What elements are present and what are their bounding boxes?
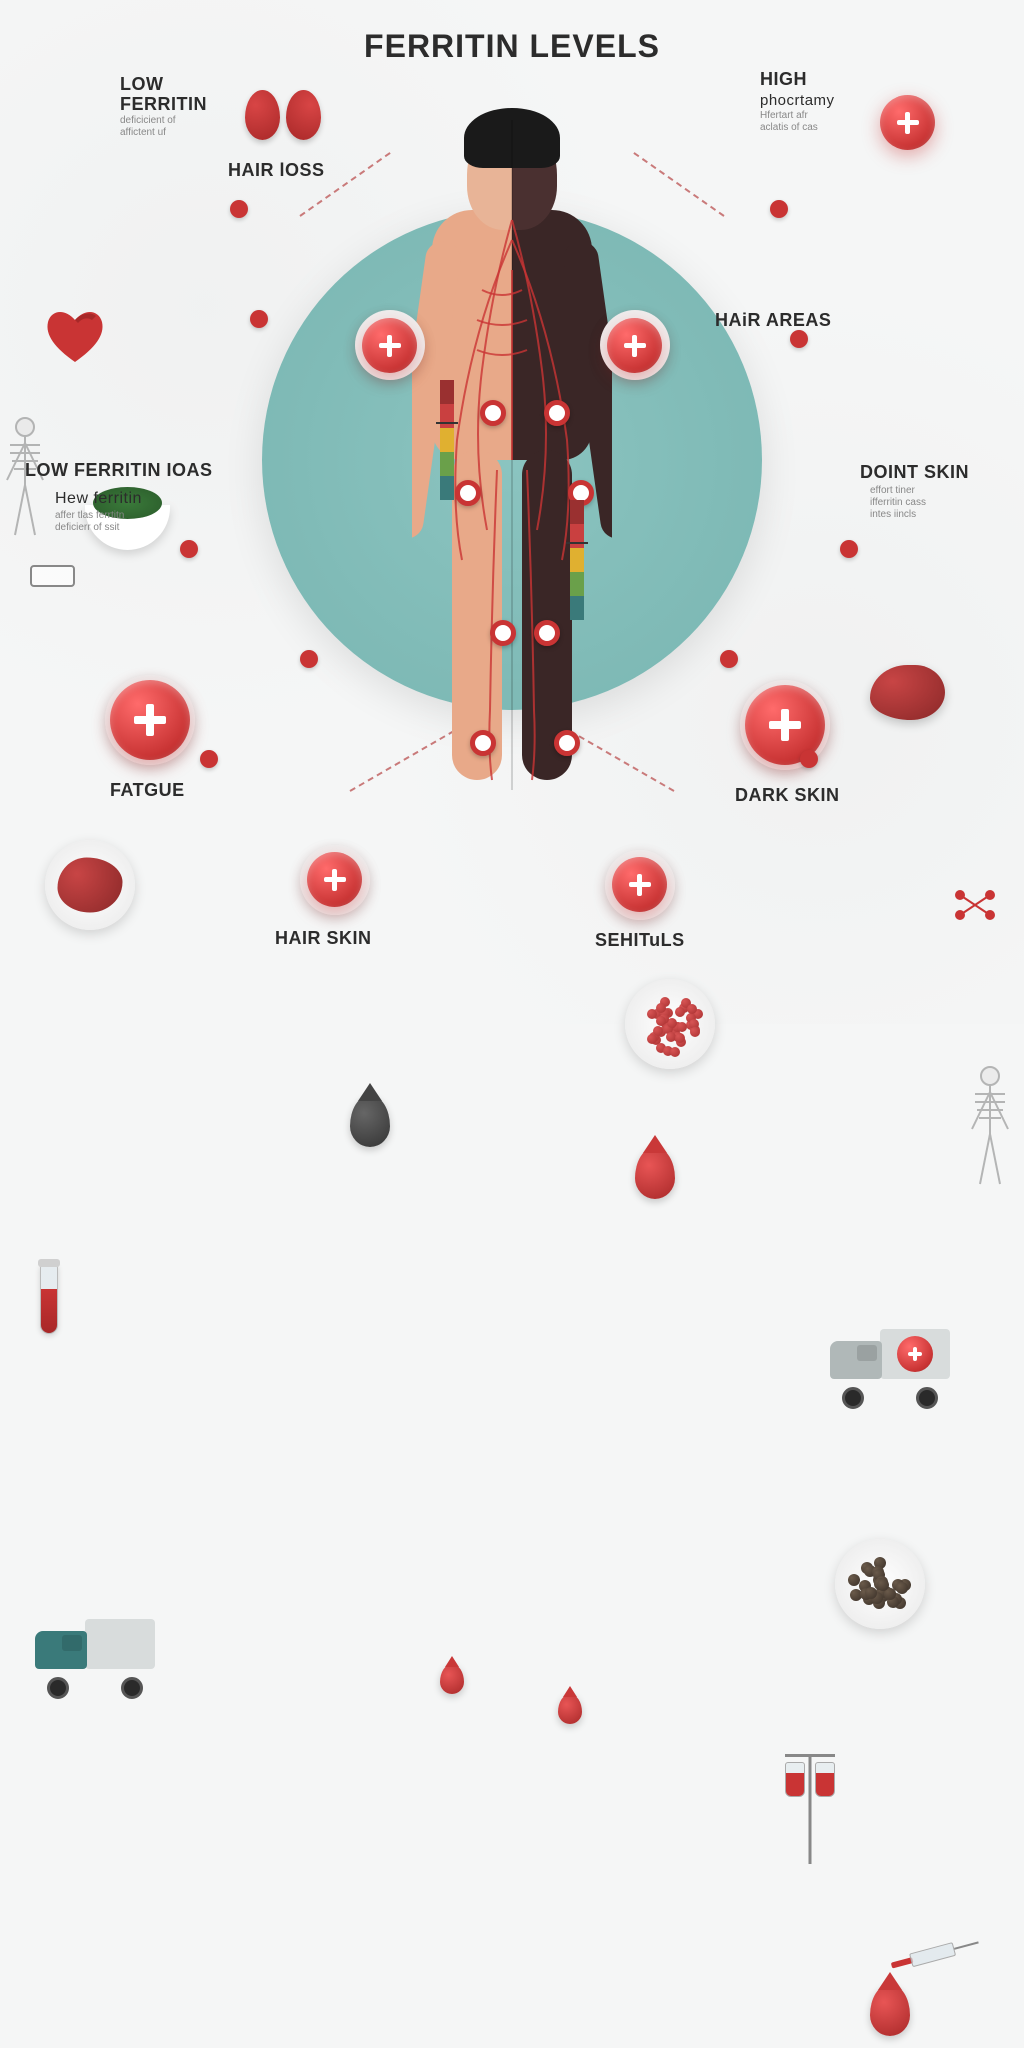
molecule-icon [950, 885, 1000, 930]
sublabel-low: deficicient ofaffictent uf [120, 115, 200, 139]
med-cross-icon [362, 318, 417, 373]
label-dark-skin: DARK SKIN [735, 785, 840, 806]
label-hair-loss: HAIR lOSS [228, 160, 325, 181]
blood-tube-icon [40, 1264, 58, 1334]
med-cross-icon [880, 95, 935, 150]
liver-icon [870, 665, 945, 720]
label-hair-skin: HAIR SKIN [275, 928, 372, 949]
blood-drop-icon [870, 1984, 910, 2036]
label-doint-skin: DOINT SKIN [860, 462, 969, 483]
body-left-half [412, 90, 512, 790]
kidney-icon [245, 90, 321, 145]
blood-drop-icon [635, 1147, 675, 1199]
sublabel-high: Hfertart afraclatis of cas [760, 110, 840, 134]
sublabel-hew-ferritin: affer tlas ferrtitndeficierr of ssit [55, 510, 145, 534]
label-low-ferr-ioas: LOW FERRITIN IOAS [25, 460, 213, 481]
meat-plate-icon [45, 840, 135, 930]
med-cross-icon [307, 852, 362, 907]
syringe-icon [889, 1933, 981, 1976]
sublabel-doint-skin: effort tinerifferritin cassintes iincls [870, 485, 960, 521]
med-cross-icon [110, 680, 190, 760]
beans-plate-icon [835, 1539, 925, 1629]
label-high: HIGHphocrtamy [760, 70, 835, 110]
ferritin-gauge-left [440, 380, 454, 500]
skeleton-right-icon [960, 1064, 1020, 1194]
tube-rack-icon [30, 565, 75, 587]
label-fatgue: FATGUE [110, 780, 185, 801]
ambulance-truck-icon [830, 1329, 950, 1404]
body-right-half [512, 90, 612, 790]
blood-drop-icon [558, 1694, 582, 1724]
iv-stand-icon [775, 1754, 845, 1864]
blood-drop-icon [440, 1664, 464, 1694]
label-hew-ferritin: Hew ferritin [55, 490, 142, 508]
heart-icon [40, 300, 110, 370]
med-cross-icon [612, 857, 667, 912]
ambulance-truck-icon [35, 1619, 155, 1694]
label-sehituls: SEHITuLS [595, 930, 685, 951]
berries-plate-icon [625, 979, 715, 1069]
page-title: FERRITIN LEVELS [364, 28, 660, 65]
label-low-ferritin: LOWFERRITIN [120, 75, 207, 115]
ferritin-gauge-right [570, 500, 584, 620]
water-drop-icon [350, 1095, 390, 1147]
med-cross-icon [607, 318, 662, 373]
label-hair-areas: HAiR AREAS [715, 310, 831, 331]
